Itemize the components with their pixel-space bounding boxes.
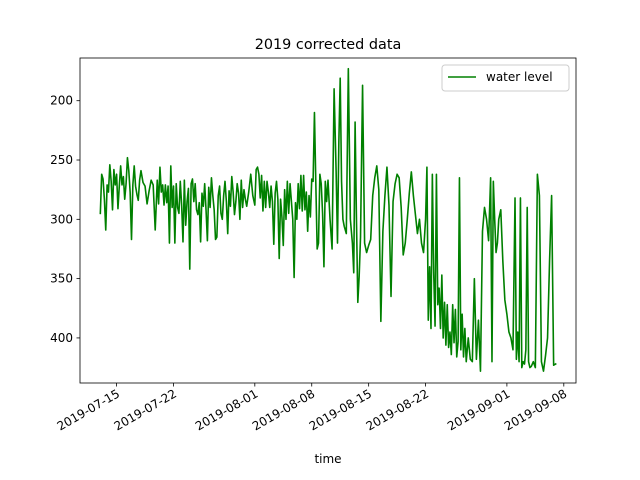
x-tick-label: 2019-08-01 (193, 386, 260, 433)
legend: water level (441, 64, 570, 92)
x-tick-label: 2019-07-15 (55, 386, 122, 433)
x-tick-label: 2019-08-15 (307, 386, 374, 433)
y-tick-label: 400 (50, 331, 73, 345)
series-line-water-level (99, 67, 557, 372)
y-tick-label: 250 (50, 153, 73, 167)
chart-title: 2019 corrected data (255, 37, 402, 53)
y-tick-label: 300 (50, 212, 73, 226)
x-tick-label: 2019-07-22 (112, 386, 179, 433)
x-tick-label: 2019-08-08 (250, 386, 317, 433)
y-axis-ticks: 200 250 300 350 400 (50, 94, 80, 345)
x-tick-label: 2019-08-22 (364, 386, 431, 433)
plot-frame (79, 57, 577, 384)
y-tick-label: 200 (50, 94, 73, 108)
legend-box (441, 64, 570, 92)
y-tick-label: 350 (50, 272, 73, 286)
x-axis-label: time (314, 452, 341, 466)
x-tick-label: 2019-09-08 (502, 386, 569, 433)
legend-label-water-level: water level (486, 70, 553, 84)
x-tick-label: 2019-09-01 (445, 386, 512, 433)
